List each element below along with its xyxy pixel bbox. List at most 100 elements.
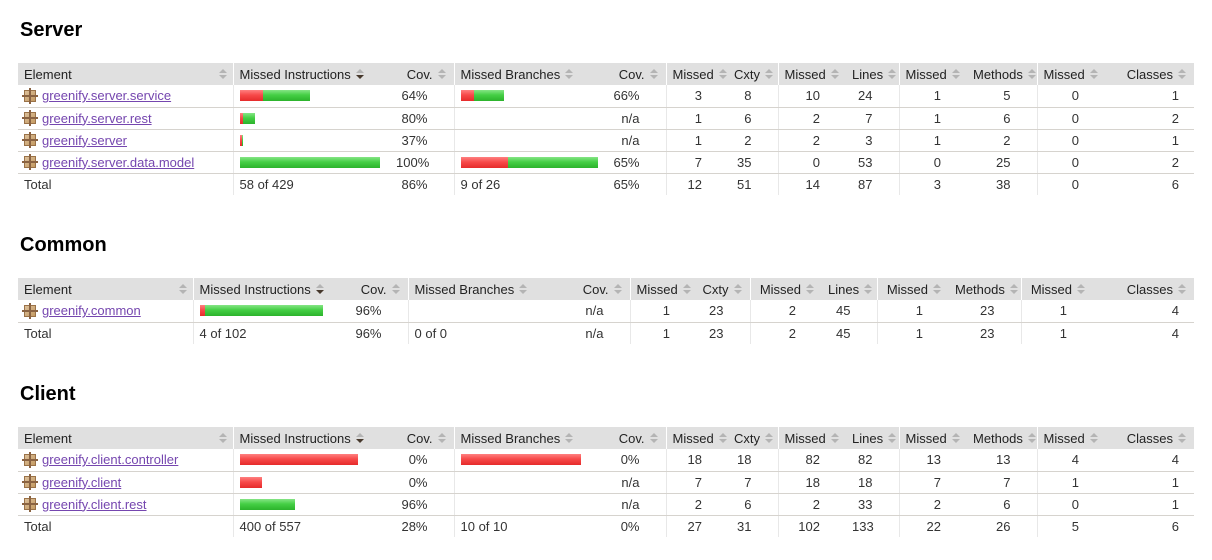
sort-icon[interactable] bbox=[1089, 69, 1098, 79]
column-header-element[interactable]: Element bbox=[18, 278, 193, 300]
sort-icon[interactable] bbox=[682, 284, 691, 294]
column-header-missed-instructions[interactable]: Missed Instructions bbox=[232, 427, 390, 449]
column-header-cov-[interactable]: Cov. bbox=[604, 63, 666, 85]
column-header-label: Cov. bbox=[360, 281, 387, 297]
sort-icon[interactable] bbox=[1077, 284, 1085, 294]
column-header-classes[interactable]: Classes bbox=[1105, 427, 1194, 449]
covered-bar-segment bbox=[239, 156, 380, 168]
sort-icon[interactable] bbox=[613, 284, 622, 294]
sort-icon[interactable] bbox=[888, 433, 897, 443]
package-link[interactable]: greenify.client.rest bbox=[42, 496, 147, 512]
column-header-lines[interactable]: Lines bbox=[846, 427, 899, 449]
sort-icon[interactable] bbox=[830, 433, 839, 443]
column-header-missed-branches[interactable]: Missed Branches bbox=[453, 63, 604, 85]
column-header-missed[interactable]: Missed bbox=[876, 278, 949, 300]
column-header-element[interactable]: Element bbox=[18, 427, 233, 449]
column-header-cov-[interactable]: Cov. bbox=[390, 63, 454, 85]
sort-desc-icon[interactable] bbox=[315, 284, 324, 294]
sort-icon[interactable] bbox=[933, 284, 941, 294]
sort-icon[interactable] bbox=[519, 284, 528, 294]
column-header-classes[interactable]: Classes bbox=[1093, 278, 1194, 300]
package-link[interactable]: greenify.client.controller bbox=[42, 452, 179, 468]
sort-icon[interactable] bbox=[1178, 433, 1186, 443]
column-header-methods[interactable]: Methods bbox=[967, 63, 1037, 85]
column-header-cov-[interactable]: Cov. bbox=[348, 278, 408, 300]
column-header-cxty[interactable]: Cxty bbox=[728, 63, 778, 85]
total-row: Total 4 of 102 96% 0 of 0 n/a 1 23 2 45 1 23 1 4 bbox=[18, 322, 1194, 344]
sort-icon[interactable] bbox=[765, 69, 773, 79]
sort-icon[interactable] bbox=[733, 284, 742, 294]
counter-value: 2 bbox=[1105, 151, 1194, 174]
sort-desc-icon[interactable] bbox=[355, 433, 364, 443]
package-link[interactable]: greenify.server.service bbox=[42, 88, 172, 104]
column-header-element[interactable]: Element bbox=[18, 63, 233, 85]
sort-icon[interactable] bbox=[178, 284, 187, 294]
counter-value: 13 bbox=[898, 449, 967, 472]
column-header-missed[interactable]: Missed bbox=[665, 63, 728, 85]
sort-icon[interactable] bbox=[718, 433, 727, 443]
column-header-cov-[interactable]: Cov. bbox=[390, 427, 454, 449]
sort-icon[interactable] bbox=[649, 433, 658, 443]
column-header-missed[interactable]: Missed bbox=[665, 427, 728, 449]
sort-icon[interactable] bbox=[218, 433, 227, 443]
sort-desc-icon[interactable] bbox=[355, 69, 364, 79]
instruction-coverage-bar bbox=[239, 494, 385, 515]
column-header-missed-instructions[interactable]: Missed Instructions bbox=[192, 278, 348, 300]
sort-icon[interactable] bbox=[1178, 69, 1186, 79]
package-link[interactable]: greenify.common bbox=[42, 303, 141, 319]
column-header-missed[interactable]: Missed bbox=[777, 427, 846, 449]
sort-icon[interactable] bbox=[951, 433, 960, 443]
column-header-cxty[interactable]: Cxty bbox=[696, 278, 750, 300]
sort-icon[interactable] bbox=[864, 284, 873, 294]
column-header-label: Missed bbox=[636, 281, 678, 297]
package-link[interactable]: greenify.server.data.model bbox=[42, 154, 195, 170]
column-header-lines[interactable]: Lines bbox=[822, 278, 877, 300]
column-header-missed[interactable]: Missed bbox=[629, 278, 696, 300]
sort-icon[interactable] bbox=[1027, 433, 1036, 443]
sort-icon[interactable] bbox=[718, 69, 727, 79]
column-header-missed[interactable]: Missed bbox=[1020, 278, 1093, 300]
sort-icon[interactable] bbox=[565, 433, 574, 443]
sort-icon[interactable] bbox=[830, 69, 839, 79]
counter-value: 7 bbox=[665, 151, 728, 174]
column-header-missed[interactable]: Missed bbox=[1036, 63, 1105, 85]
sort-icon[interactable] bbox=[391, 284, 400, 294]
column-header-missed[interactable]: Missed bbox=[749, 278, 822, 300]
column-header-cov-[interactable]: Cov. bbox=[568, 278, 630, 300]
column-header-missed[interactable]: Missed bbox=[898, 427, 967, 449]
sort-icon[interactable] bbox=[649, 69, 658, 79]
package-link[interactable]: greenify.client bbox=[42, 474, 122, 490]
sort-icon[interactable] bbox=[765, 433, 773, 443]
sort-icon[interactable] bbox=[1089, 433, 1098, 443]
column-header-methods[interactable]: Methods bbox=[949, 278, 1021, 300]
sort-icon[interactable] bbox=[1009, 284, 1018, 294]
package-link[interactable]: greenify.server.rest bbox=[42, 110, 152, 126]
missed-bar-segment bbox=[239, 90, 263, 102]
sort-icon[interactable] bbox=[218, 69, 227, 79]
column-header-label: Missed Instructions bbox=[199, 281, 311, 297]
sort-icon[interactable] bbox=[437, 69, 446, 79]
sort-icon[interactable] bbox=[1027, 69, 1036, 79]
column-header-cov-[interactable]: Cov. bbox=[604, 427, 666, 449]
branch-coverage-value: n/a bbox=[604, 471, 666, 494]
column-header-classes[interactable]: Classes bbox=[1105, 63, 1194, 85]
total-counter-value: 23 bbox=[709, 325, 724, 341]
column-header-missed-instructions[interactable]: Missed Instructions bbox=[232, 63, 390, 85]
sort-icon[interactable] bbox=[888, 69, 897, 79]
counter-value: 0 bbox=[1036, 129, 1105, 152]
sort-icon[interactable] bbox=[565, 69, 574, 79]
column-header-cxty[interactable]: Cxty bbox=[728, 427, 778, 449]
column-header-missed-branches[interactable]: Missed Branches bbox=[407, 278, 568, 300]
column-header-missed[interactable]: Missed bbox=[777, 63, 846, 85]
column-header-methods[interactable]: Methods bbox=[967, 427, 1037, 449]
column-header-missed[interactable]: Missed bbox=[898, 63, 967, 85]
sort-icon[interactable] bbox=[951, 69, 960, 79]
column-header-lines[interactable]: Lines bbox=[846, 63, 899, 85]
sort-icon[interactable] bbox=[806, 284, 814, 294]
package-link[interactable]: greenify.server bbox=[42, 132, 128, 148]
counter-value: 18 bbox=[846, 471, 899, 494]
sort-icon[interactable] bbox=[437, 433, 446, 443]
sort-icon[interactable] bbox=[1178, 284, 1186, 294]
column-header-missed[interactable]: Missed bbox=[1036, 427, 1105, 449]
column-header-missed-branches[interactable]: Missed Branches bbox=[453, 427, 604, 449]
